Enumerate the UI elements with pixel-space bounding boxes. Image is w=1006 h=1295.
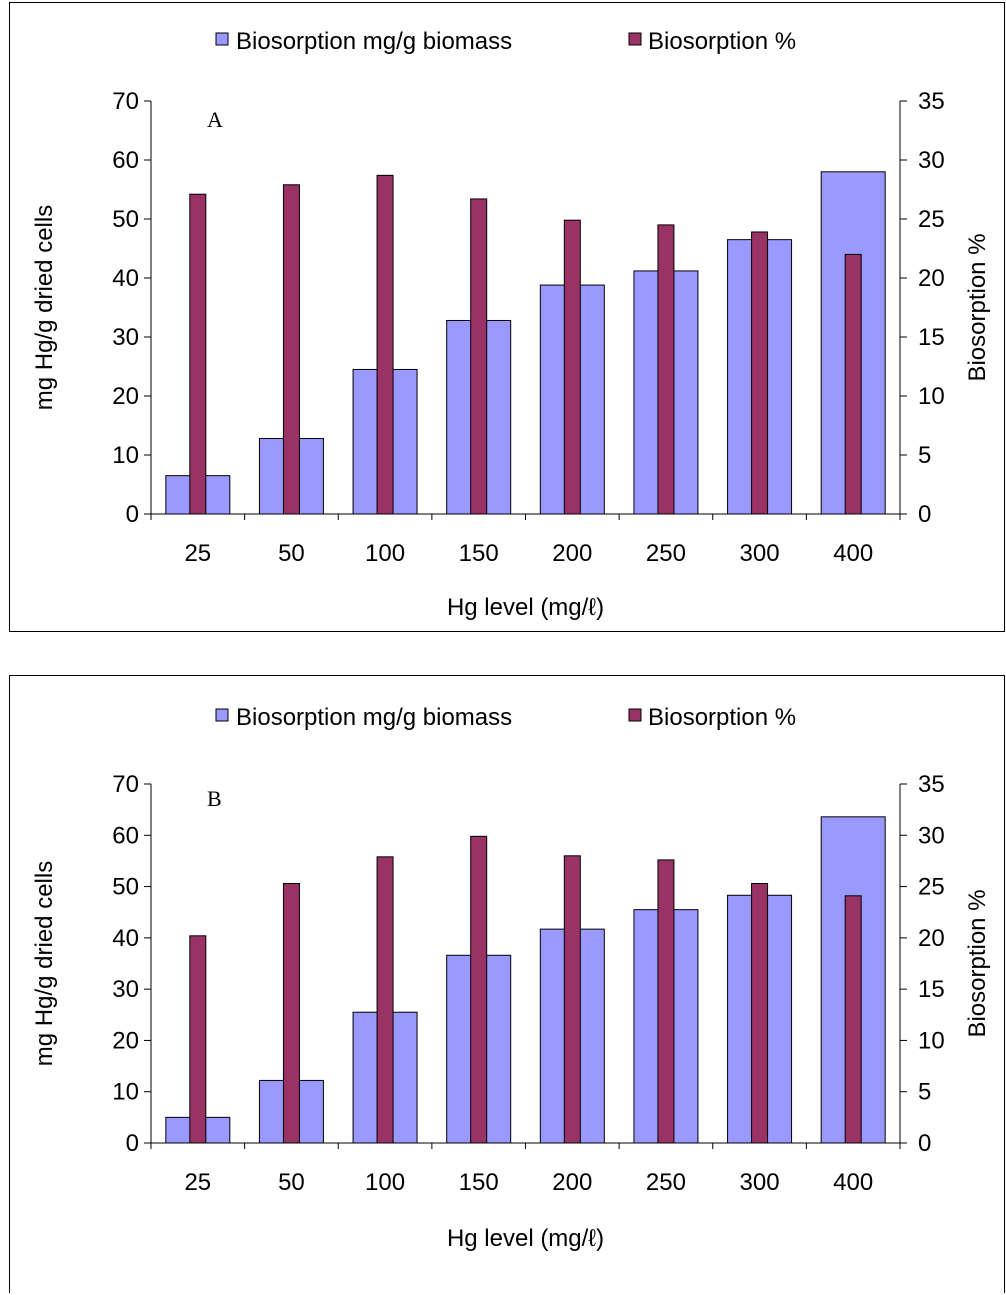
y-left-axis-title: mg Hg/g dried cells xyxy=(31,861,58,1066)
x-tick-label: 300 xyxy=(740,540,780,567)
x-axis-title: Hg level (mg/ℓ) xyxy=(447,594,604,621)
chart-a-svg: 0 10 20 30 40 50 60 70 0 5 10 15 20 25 30 35 25 50 100 150 2… xyxy=(31,28,991,621)
y-right-tick-label: 15 xyxy=(918,976,945,1003)
chart-b-svg: 0 10 20 30 40 50 60 70 0 5 10 15 20 25 30 35 25 50 100 150 2… xyxy=(31,704,991,1252)
x-tick-label: 400 xyxy=(833,1169,873,1196)
y-left-tick-label: 50 xyxy=(112,874,139,901)
chart-panel-b: 0 10 20 30 40 50 60 70 0 5 10 15 20 25 30 35 25 50 100 150 2… xyxy=(9,675,1005,1293)
y-right-tick-label: 30 xyxy=(918,147,945,174)
bar-percent xyxy=(282,882,300,1144)
chart-panel-a: 0 10 20 30 40 50 60 70 0 5 10 15 20 25 30 35 25 50 100 150 2… xyxy=(9,2,1005,632)
y-right-tick-label: 25 xyxy=(918,874,945,901)
y-right-tick-label: 35 xyxy=(918,771,945,798)
y-left-tick-label: 40 xyxy=(112,265,139,292)
bar-percent xyxy=(376,174,394,515)
bar-percent xyxy=(751,231,769,515)
y-left-axis-title: mg Hg/g dried cells xyxy=(31,205,58,410)
x-tick-label: 50 xyxy=(278,540,305,567)
x-tick-label: 50 xyxy=(278,1169,305,1196)
bar-percent xyxy=(282,184,300,515)
bar-percent xyxy=(844,895,862,1144)
bar-percent xyxy=(189,935,207,1144)
y-right-tick-label: 35 xyxy=(918,88,945,115)
y-left-tick-label: 10 xyxy=(112,442,139,469)
x-tick-label: 150 xyxy=(459,540,499,567)
y-left-tick-label: 70 xyxy=(112,771,139,798)
bar-percent xyxy=(657,859,675,1144)
y-left-tick-label: 50 xyxy=(112,206,139,233)
y-left-tick-label: 0 xyxy=(126,501,139,528)
y-left-tick-label: 60 xyxy=(112,822,139,849)
x-tick-label: 150 xyxy=(459,1169,499,1196)
x-tick-label: 200 xyxy=(552,540,592,567)
y-right-axis-title: Biosorption % xyxy=(964,233,991,381)
y-left-tick-label: 10 xyxy=(112,1079,139,1106)
y-right-tick-label: 0 xyxy=(918,1130,931,1157)
y-right-tick-label: 10 xyxy=(918,1027,945,1054)
y-right-tick-label: 20 xyxy=(918,265,945,292)
y-right-tick-label: 15 xyxy=(918,324,945,351)
legend-label-percent: Biosorption % xyxy=(648,704,796,731)
y-left-tick-label: 40 xyxy=(112,925,139,952)
x-tick-label: 25 xyxy=(184,1169,211,1196)
x-axis-title: Hg level (mg/ℓ) xyxy=(447,1225,604,1252)
bar-percent xyxy=(563,219,581,515)
y-left-tick-label: 30 xyxy=(112,976,139,1003)
y-right-tick-label: 0 xyxy=(918,501,931,528)
legend-label-percent: Biosorption % xyxy=(648,28,796,55)
x-tick-label: 250 xyxy=(646,1169,686,1196)
y-right-tick-label: 5 xyxy=(918,1079,931,1106)
bar-percent xyxy=(376,856,394,1144)
bar-percent xyxy=(657,224,675,515)
y-right-tick-label: 20 xyxy=(918,925,945,952)
y-left-tick-label: 60 xyxy=(112,147,139,174)
bar-percent xyxy=(189,193,207,515)
x-tick-label: 300 xyxy=(740,1169,780,1196)
x-tick-label: 200 xyxy=(552,1169,592,1196)
panel-letter: B xyxy=(207,786,222,811)
y-left-tick-label: 70 xyxy=(112,88,139,115)
legend-label-mg-per-g: Biosorption mg/g biomass xyxy=(236,704,512,731)
x-tick-label: 400 xyxy=(833,540,873,567)
bar-percent xyxy=(751,882,769,1144)
x-tick-label: 100 xyxy=(365,1169,405,1196)
legend-swatch-mg-per-g xyxy=(215,708,229,722)
panel-letter: A xyxy=(207,107,223,132)
y-left-tick-label: 20 xyxy=(112,1027,139,1054)
bar-percent xyxy=(563,855,581,1144)
bar-percent xyxy=(844,253,862,515)
y-left-tick-label: 20 xyxy=(112,383,139,410)
legend-swatch-percent xyxy=(628,32,642,46)
bar-percent xyxy=(470,835,488,1144)
x-tick-label: 25 xyxy=(184,540,211,567)
x-tick-label: 250 xyxy=(646,540,686,567)
y-left-tick-label: 0 xyxy=(126,1130,139,1157)
y-right-tick-label: 30 xyxy=(918,822,945,849)
legend-swatch-mg-per-g xyxy=(215,32,229,46)
y-right-axis-title: Biosorption % xyxy=(964,889,991,1037)
legend-swatch-percent xyxy=(628,708,642,722)
x-tick-label: 100 xyxy=(365,540,405,567)
y-right-tick-label: 25 xyxy=(918,206,945,233)
bar-percent xyxy=(470,198,488,515)
y-left-tick-label: 30 xyxy=(112,324,139,351)
y-right-tick-label: 5 xyxy=(918,442,931,469)
y-right-tick-label: 10 xyxy=(918,383,945,410)
legend-label-mg-per-g: Biosorption mg/g biomass xyxy=(236,28,512,55)
